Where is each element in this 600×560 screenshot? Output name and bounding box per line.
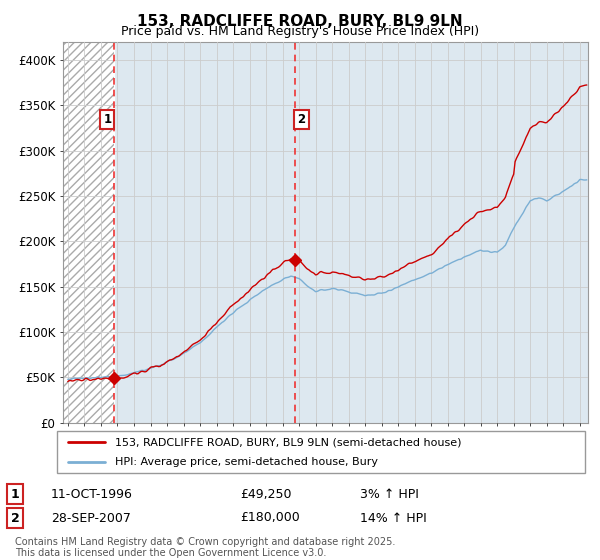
Text: 2: 2 [298,113,305,125]
Text: 11-OCT-1996: 11-OCT-1996 [51,488,133,501]
Text: 153, RADCLIFFE ROAD, BURY, BL9 9LN: 153, RADCLIFFE ROAD, BURY, BL9 9LN [137,14,463,29]
Text: 1: 1 [11,488,19,501]
Text: £49,250: £49,250 [240,488,292,501]
Text: HPI: Average price, semi-detached house, Bury: HPI: Average price, semi-detached house,… [115,458,378,467]
Text: 1: 1 [103,113,112,125]
Text: Price paid vs. HM Land Registry's House Price Index (HPI): Price paid vs. HM Land Registry's House … [121,25,479,38]
Text: 2: 2 [11,511,19,525]
Text: 28-SEP-2007: 28-SEP-2007 [51,511,131,525]
Text: 3% ↑ HPI: 3% ↑ HPI [360,488,419,501]
FancyBboxPatch shape [57,431,585,473]
Bar [63,42,114,423]
Text: £180,000: £180,000 [240,511,300,525]
Bar [63,42,114,423]
Text: 14% ↑ HPI: 14% ↑ HPI [360,511,427,525]
Bar [114,42,588,423]
Text: 153, RADCLIFFE ROAD, BURY, BL9 9LN (semi-detached house): 153, RADCLIFFE ROAD, BURY, BL9 9LN (semi… [115,437,461,447]
Text: Contains HM Land Registry data © Crown copyright and database right 2025.
This d: Contains HM Land Registry data © Crown c… [15,536,395,558]
